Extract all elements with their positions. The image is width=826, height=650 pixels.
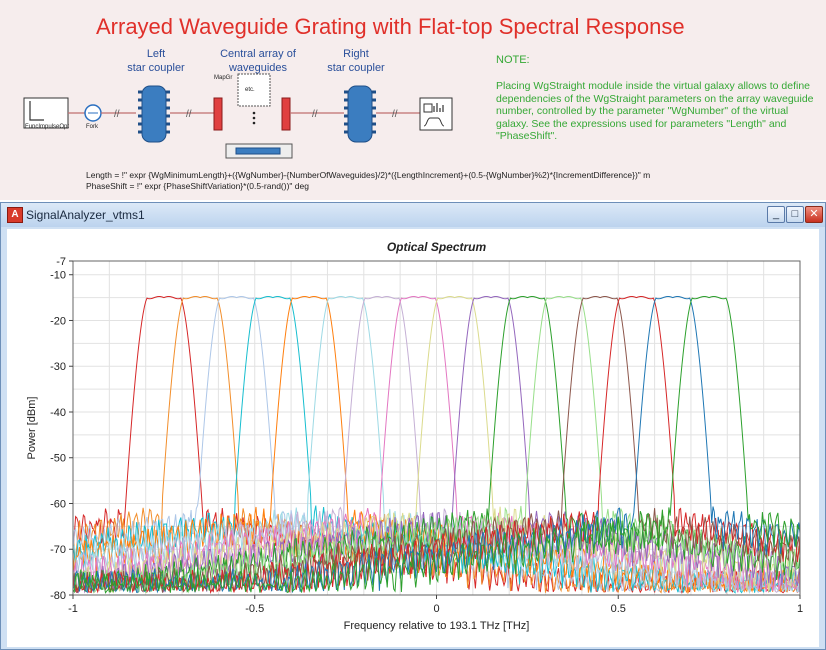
etc-label: etc. xyxy=(245,87,255,93)
schematic-panel: // // // // xyxy=(0,0,826,200)
note-title: NOTE: xyxy=(496,54,530,66)
spectrum-series-line xyxy=(73,296,800,595)
left-coupler-label-line1: Left xyxy=(146,48,166,60)
bus-mark: // xyxy=(392,109,398,120)
impulse-block[interactable] xyxy=(23,97,69,129)
bus-mark: // xyxy=(186,109,192,120)
y-tick-label: -10 xyxy=(50,270,66,282)
central-array-label-line1: Central array of xyxy=(220,48,296,60)
central-array-block[interactable] xyxy=(213,73,293,159)
central-array-label-line2: waveguides xyxy=(228,62,288,74)
x-tick-label: -0.5 xyxy=(245,603,264,615)
x-tick-label: 0.5 xyxy=(611,603,626,615)
y-tick-label: -7 xyxy=(56,256,66,268)
close-button[interactable]: ✕ xyxy=(805,206,823,223)
spectrum-series-line xyxy=(73,296,800,594)
y-tick-label: -60 xyxy=(50,498,66,510)
maximize-button[interactable]: □ xyxy=(786,206,804,223)
y-tick-label: -30 xyxy=(50,361,66,373)
bus-mark: // xyxy=(114,109,120,120)
spectrum-series-line xyxy=(73,296,800,594)
right-coupler-label: Right star coupler xyxy=(322,47,390,75)
note-text: Placing WgStraight module inside the vir… xyxy=(496,80,814,142)
y-tick-label: -40 xyxy=(50,407,66,419)
optical-spectrum-chart: -7 -10 -20 -30 -40 -50 -60 -70 -80-1 -0.5 0 0.5 1 Opt… xyxy=(26,240,803,632)
spectrum-series-line xyxy=(73,296,800,594)
y-tick-label: -70 xyxy=(50,544,66,556)
length-expression: Length = !" expr {WgMinimumLength}+({WgN… xyxy=(86,170,651,180)
schematic-title: Arrayed Waveguide Grating with Flat-top … xyxy=(96,14,685,39)
window-titlebar[interactable]: A SignalAnalyzer_vtms1 _ □ ✕ xyxy=(1,203,825,227)
right-coupler-label-line1: Right xyxy=(343,48,369,60)
y-axis-label: Power [dBm] xyxy=(26,397,38,460)
phaseshift-expression: PhaseShift = !" expr {PhaseShiftVariatio… xyxy=(86,181,309,191)
chart-title: Optical Spectrum xyxy=(387,240,487,254)
minimize-button[interactable]: _ xyxy=(767,206,785,223)
fork-block-label: Fork xyxy=(86,124,98,130)
right-coupler-label-line2: star coupler xyxy=(327,62,385,74)
schematic-diagram: // // // // xyxy=(23,73,453,159)
y-tick-label: -20 xyxy=(50,315,66,327)
bus-mark: // xyxy=(312,109,318,120)
y-tick-label: -50 xyxy=(50,453,66,465)
window-title: SignalAnalyzer_vtms1 xyxy=(26,208,145,222)
left-star-coupler[interactable] xyxy=(138,85,170,143)
mapgr-label: MapGr xyxy=(214,75,233,81)
x-tick-label: 1 xyxy=(797,603,803,615)
spectrum-series-line xyxy=(73,296,800,594)
y-tick-label: -80 xyxy=(50,590,66,602)
impulse-glyph xyxy=(29,101,44,121)
x-tick-label: -1 xyxy=(68,603,78,615)
impulse-block-label: FuncImpulseOpt xyxy=(25,124,70,130)
left-coupler-label-line2: star coupler xyxy=(127,62,185,74)
x-tick-label: 0 xyxy=(433,603,439,615)
plot-area[interactable]: -7 -10 -20 -30 -40 -50 -60 -70 -80 -1 -0.5 0 0.5 1 Opt… xyxy=(7,229,819,647)
app-icon: A xyxy=(7,207,23,223)
left-coupler-label: Left star coupler xyxy=(124,47,188,75)
x-axis-label: Frequency relative to 193.1 THz [THz] xyxy=(344,620,530,632)
signal-analyzer-block[interactable] xyxy=(419,97,453,131)
central-array-label: Central array of waveguides xyxy=(210,47,306,75)
right-star-coupler[interactable] xyxy=(344,85,376,143)
signal-analyzer-window: A SignalAnalyzer_vtms1 _ □ ✕ -7 -10 -20 -30… xyxy=(0,202,826,650)
